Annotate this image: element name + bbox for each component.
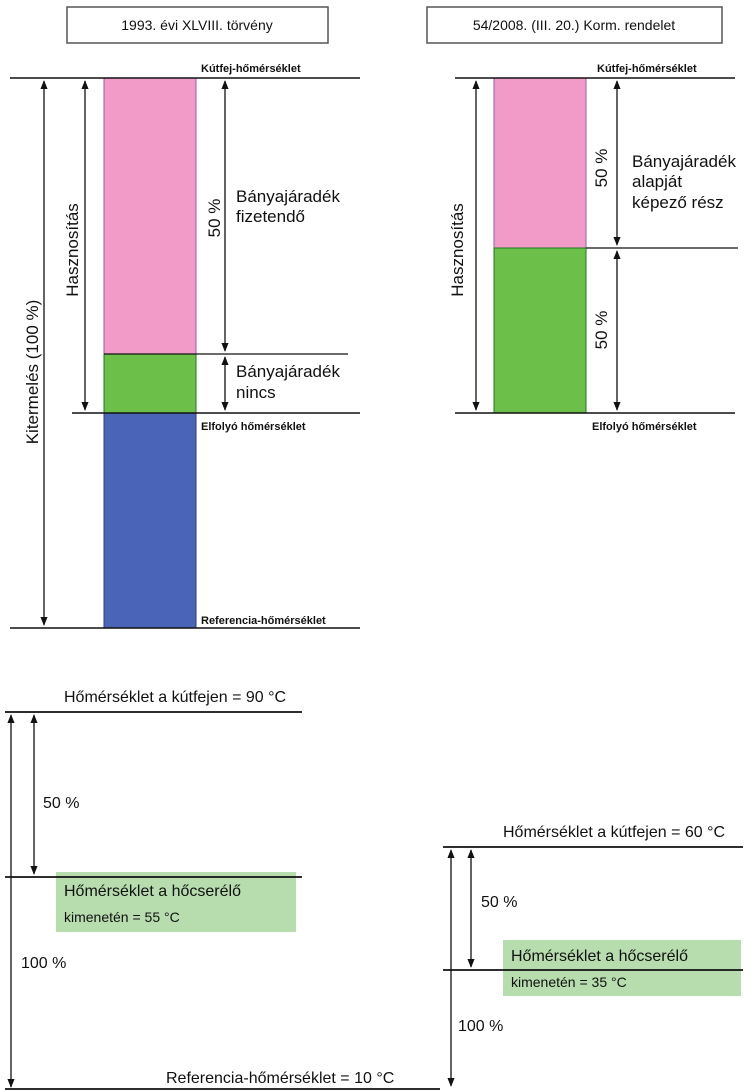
left-fifty-label: 50 % <box>205 199 224 238</box>
br-top-label: Hőmérséklet a kútfejen = 60 °C <box>503 824 725 841</box>
right-alap-line2: alapját <box>632 172 682 191</box>
left-green-bar <box>103 353 197 414</box>
left-diagram: 1993. évi XLVIII. törvény Kútfej-hőmérsé… <box>10 6 360 629</box>
right-alap-line3: képező rész <box>632 193 724 212</box>
left-title: 1993. évi XLVIII. törvény <box>121 17 273 33</box>
left-elfolyo-label: Elfolyó hőmérséklet <box>201 421 306 433</box>
right-diagram: 54/2008. (III. 20.) Korm. rendelet Kútfe… <box>426 6 738 433</box>
right-bottom-fifty-label: 50 % <box>592 311 611 350</box>
br-hx-line2: kimenetén = 35 °C <box>511 974 627 990</box>
bl-ref-label: Referencia-hőmérséklet = 10 °C <box>166 1070 394 1087</box>
br-fifty-label: 50 % <box>481 894 517 911</box>
right-green-bar <box>493 247 587 414</box>
right-alap-line1: Bányajáradék <box>632 152 736 171</box>
br-hx-line1: Hőmérséklet a hőcserélő <box>511 948 688 965</box>
right-pink-bar <box>493 77 587 249</box>
left-fizetendo-line2: fizetendő <box>236 207 305 226</box>
left-nincs-line1: Bányajáradék <box>236 362 340 381</box>
br-hundred-label: 100 % <box>458 1018 503 1035</box>
left-pink-bar <box>103 77 197 355</box>
left-kutfej-label: Kútfej-hőmérséklet <box>201 63 301 75</box>
bl-hx-line1: Hőmérséklet a hőcserélő <box>64 883 241 900</box>
left-kitermeles-label: Kitermelés (100 %) <box>23 300 42 445</box>
bl-hx-line2: kimenetén = 55 °C <box>64 909 180 925</box>
right-top-fifty-label: 50 % <box>592 149 611 188</box>
right-title: 54/2008. (III. 20.) Korm. rendelet <box>473 17 675 33</box>
br-hx-box <box>503 940 741 996</box>
bl-fifty-label: 50 % <box>43 795 79 812</box>
left-blue-bar <box>103 412 197 629</box>
bl-hundred-label: 100 % <box>21 955 66 972</box>
bottom-right-diagram: Hőmérséklet a kútfejen = 60 °C 50 % Hőmé… <box>443 824 743 1087</box>
left-hasznositas-label: Hasznosítás <box>63 203 82 297</box>
right-kutfej-label: Kútfej-hőmérséklet <box>597 63 697 75</box>
left-referencia-label: Referencia-hőmérséklet <box>201 615 326 627</box>
left-nincs-line2: nincs <box>236 383 276 402</box>
left-fizetendo-line1: Bányajáradék <box>236 187 340 206</box>
bottom-left-diagram: Hőmérséklet a kútfejen = 90 °C 50 % Hőmé… <box>5 689 440 1090</box>
left-title-box <box>66 6 329 44</box>
right-title-box <box>426 6 723 44</box>
right-elfolyo-label: Elfolyó hőmérséklet <box>592 421 697 433</box>
bl-top-label: Hőmérséklet a kútfejen = 90 °C <box>64 689 286 706</box>
bl-hx-box <box>56 872 296 932</box>
right-hasznositas-label: Hasznosítás <box>448 203 467 297</box>
